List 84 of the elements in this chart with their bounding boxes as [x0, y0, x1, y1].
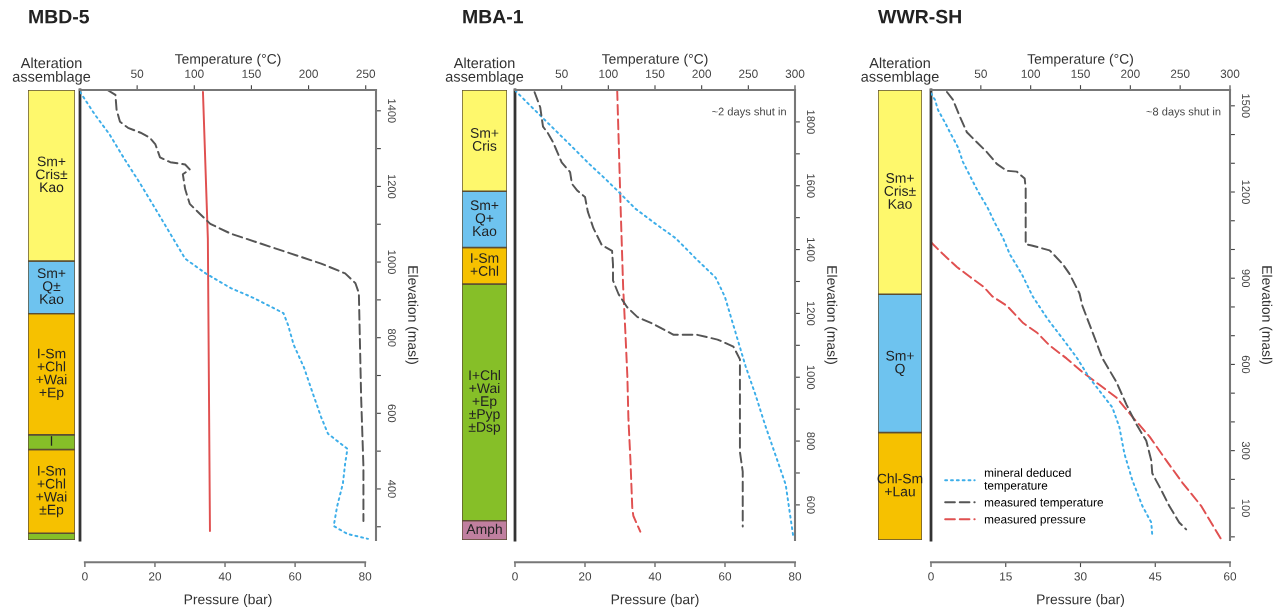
series-label: I+Chl +Wai +Ep ±Pyp ±Dsp: [468, 369, 501, 435]
x-axis-title: Pressure (bar): [611, 594, 699, 607]
y-tick-label: 1800: [806, 110, 815, 134]
series-label: I-Sm +Chl +Wai +Ep: [36, 348, 67, 401]
x2-tick-label: 100: [1021, 69, 1041, 78]
x-axis-title: Alteration assemblage: [12, 57, 91, 85]
x2-tick-label: 200: [692, 69, 712, 78]
series-label: Sm+ Cris± Kao: [36, 156, 68, 193]
y-axis-title: Elevation (masl): [824, 266, 838, 364]
chart-title: MBA-1: [463, 9, 524, 24]
x2-axis-title: Temperature (°C): [174, 53, 281, 67]
x-axis-title: Pressure (bar): [184, 594, 272, 607]
x-tick-label: 40: [648, 572, 662, 581]
line-series: [931, 241, 1222, 540]
y-tick-label: 300: [1241, 441, 1250, 460]
series-label: Sm+ Cris± Kao: [884, 173, 916, 209]
y-tick-label: 1000: [387, 250, 396, 274]
x2-axis-title: Temperature (°C): [601, 53, 708, 67]
series-label: Sm+ Q± Kao: [37, 268, 66, 304]
y-tick-label: 400: [387, 479, 396, 498]
y-tick-label: 900: [1241, 269, 1250, 288]
x2-tick-label: 200: [1121, 69, 1140, 78]
x-tick-label: 60: [289, 572, 302, 581]
x2-tick-label: 150: [242, 69, 261, 78]
x-axis-title: Alteration assemblage: [861, 57, 939, 85]
y-tick-label: 100: [1241, 499, 1250, 517]
y-tick-label: 1200: [1241, 180, 1250, 204]
y-tick-label: 600: [387, 404, 396, 423]
x-tick-label: 40: [218, 572, 232, 581]
chart-title: WWR-SH: [878, 9, 961, 24]
x2-tick-label: 300: [785, 69, 805, 78]
y-tick-label: 800: [387, 328, 396, 347]
x-tick-label: 45: [1148, 572, 1162, 581]
x-tick-label: 80: [788, 572, 802, 581]
y-tick-label: 1400: [806, 238, 815, 262]
x-tick-label: 15: [1000, 572, 1012, 581]
x2-tick-label: 250: [1170, 69, 1190, 78]
x2-tick-label: 200: [299, 69, 318, 78]
legend-label: measured pressure: [984, 514, 1086, 526]
x2-tick-label: 50: [974, 69, 987, 78]
y-tick-label: 1200: [806, 301, 815, 326]
x-tick-label: 0: [82, 572, 88, 581]
y-tick-label: 1200: [387, 174, 396, 199]
chart-title: MBD-5: [29, 9, 90, 24]
legend-label: measured temperature: [984, 497, 1104, 509]
x2-tick-label: 50: [555, 69, 568, 78]
x-axis-title: Alteration assemblage: [445, 57, 524, 85]
y-axis-title: Elevation (masl): [405, 266, 419, 364]
y-tick-label: 1500: [1241, 94, 1250, 118]
x-tick-label: 20: [579, 572, 592, 581]
x2-tick-label: 150: [1071, 69, 1090, 78]
x2-tick-label: 50: [131, 69, 144, 78]
y-axis-title: Elevation (masl): [1259, 266, 1273, 364]
series-label: I-Sm +Chl +Wai ±Ep: [36, 465, 67, 518]
y-tick-label: 800: [806, 432, 815, 450]
x-tick-label: 60: [1224, 572, 1237, 581]
x-tick-label: 20: [148, 572, 162, 581]
series-label: I: [50, 436, 53, 446]
line-series: [616, 90, 642, 533]
x2-tick-label: 100: [185, 69, 204, 78]
x-tick-label: 0: [512, 572, 518, 581]
x-tick-label: 0: [928, 572, 934, 581]
x-axis-title: Pressure (bar): [1037, 594, 1125, 607]
y-tick-label: 600: [1241, 355, 1250, 374]
y-tick-label: 1000: [806, 365, 815, 390]
x-tick-label: 60: [719, 572, 732, 581]
series-label: Sm+ Cris: [470, 128, 499, 151]
x2-axis-title: Temperature (°C): [1027, 53, 1133, 67]
series-label: Sm+ Q+ Kao: [470, 200, 499, 237]
x-tick-label: 30: [1074, 572, 1087, 581]
annotation: ~8 days shut in: [1146, 107, 1221, 118]
x2-tick-label: 150: [646, 69, 665, 78]
x2-tick-label: 300: [1220, 69, 1240, 78]
series-label: Sm+ Q: [886, 350, 914, 377]
x-tick-label: 80: [359, 572, 372, 581]
annotation: ~2 days shut in: [712, 107, 786, 118]
x2-tick-label: 250: [739, 69, 758, 78]
series-label: Amph: [466, 523, 502, 537]
y-tick-label: 1400: [387, 99, 396, 123]
series-label: I-Sm +Chl: [470, 253, 499, 276]
y-tick-label: 600: [806, 496, 815, 514]
y-tick-label: 1600: [806, 174, 815, 198]
x2-tick-label: 100: [599, 69, 618, 78]
x2-tick-label: 250: [356, 69, 376, 78]
